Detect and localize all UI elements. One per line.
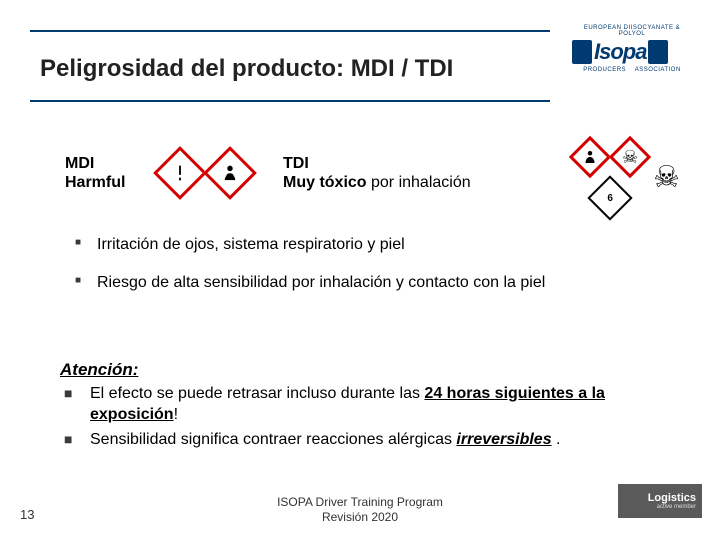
- logo-overline: EUROPEAN DIISOCYANATE & POLYOL: [572, 25, 692, 37]
- attention-block: Atención: El efecto se puede retrasar in…: [60, 360, 670, 454]
- mdi-pictograms: [157, 150, 253, 196]
- logo-underline: PRODUCERS ASSOCIATION: [572, 67, 692, 73]
- attention-heading: Atención:: [60, 360, 670, 380]
- isopa-logo: EUROPEAN DIISOCYANATE & POLYOL Isopa PRO…: [572, 25, 692, 85]
- ghs-skull-icon: ☠: [611, 138, 649, 176]
- tdi-label: TDI Muy tóxico por inhalación: [283, 154, 471, 192]
- ghs-exclamation-icon: [157, 150, 203, 196]
- ghs-health-hazard-icon: [571, 138, 609, 176]
- title-divider: [30, 100, 550, 102]
- logistics-badge: Logistics active member: [618, 484, 702, 518]
- mdi-label: MDI Harmful: [65, 154, 155, 192]
- transport-hazard-icon: 6: [590, 178, 630, 218]
- top-divider: [30, 30, 550, 32]
- attention-item: Sensibilidad significa contraer reaccion…: [60, 430, 670, 451]
- ghs-health-hazard-icon: [207, 150, 253, 196]
- tdi-pictograms: ☠ 6 ☠: [571, 138, 680, 218]
- logo-text: Isopa: [594, 39, 646, 65]
- attention-item: El efecto se puede retrasar incluso dura…: [60, 384, 670, 426]
- footer-text: ISOPA Driver Training Program Revisión 2…: [0, 495, 720, 524]
- hazard-bullets: Irritación de ojos, sistema respiratorio…: [75, 235, 660, 311]
- hazard-row: MDI Harmful TDI Muy tóxico por inhalació…: [65, 150, 680, 196]
- bullet-item: Riesgo de alta sensibilidad por inhalaci…: [75, 273, 660, 293]
- skull-crossbones-icon: ☠: [653, 163, 680, 193]
- logo-block-icon: [648, 40, 668, 64]
- logo-block-icon: [572, 40, 592, 64]
- bullet-item: Irritación de ojos, sistema respiratorio…: [75, 235, 660, 255]
- page-title: Peligrosidad del producto: MDI / TDI: [40, 55, 453, 83]
